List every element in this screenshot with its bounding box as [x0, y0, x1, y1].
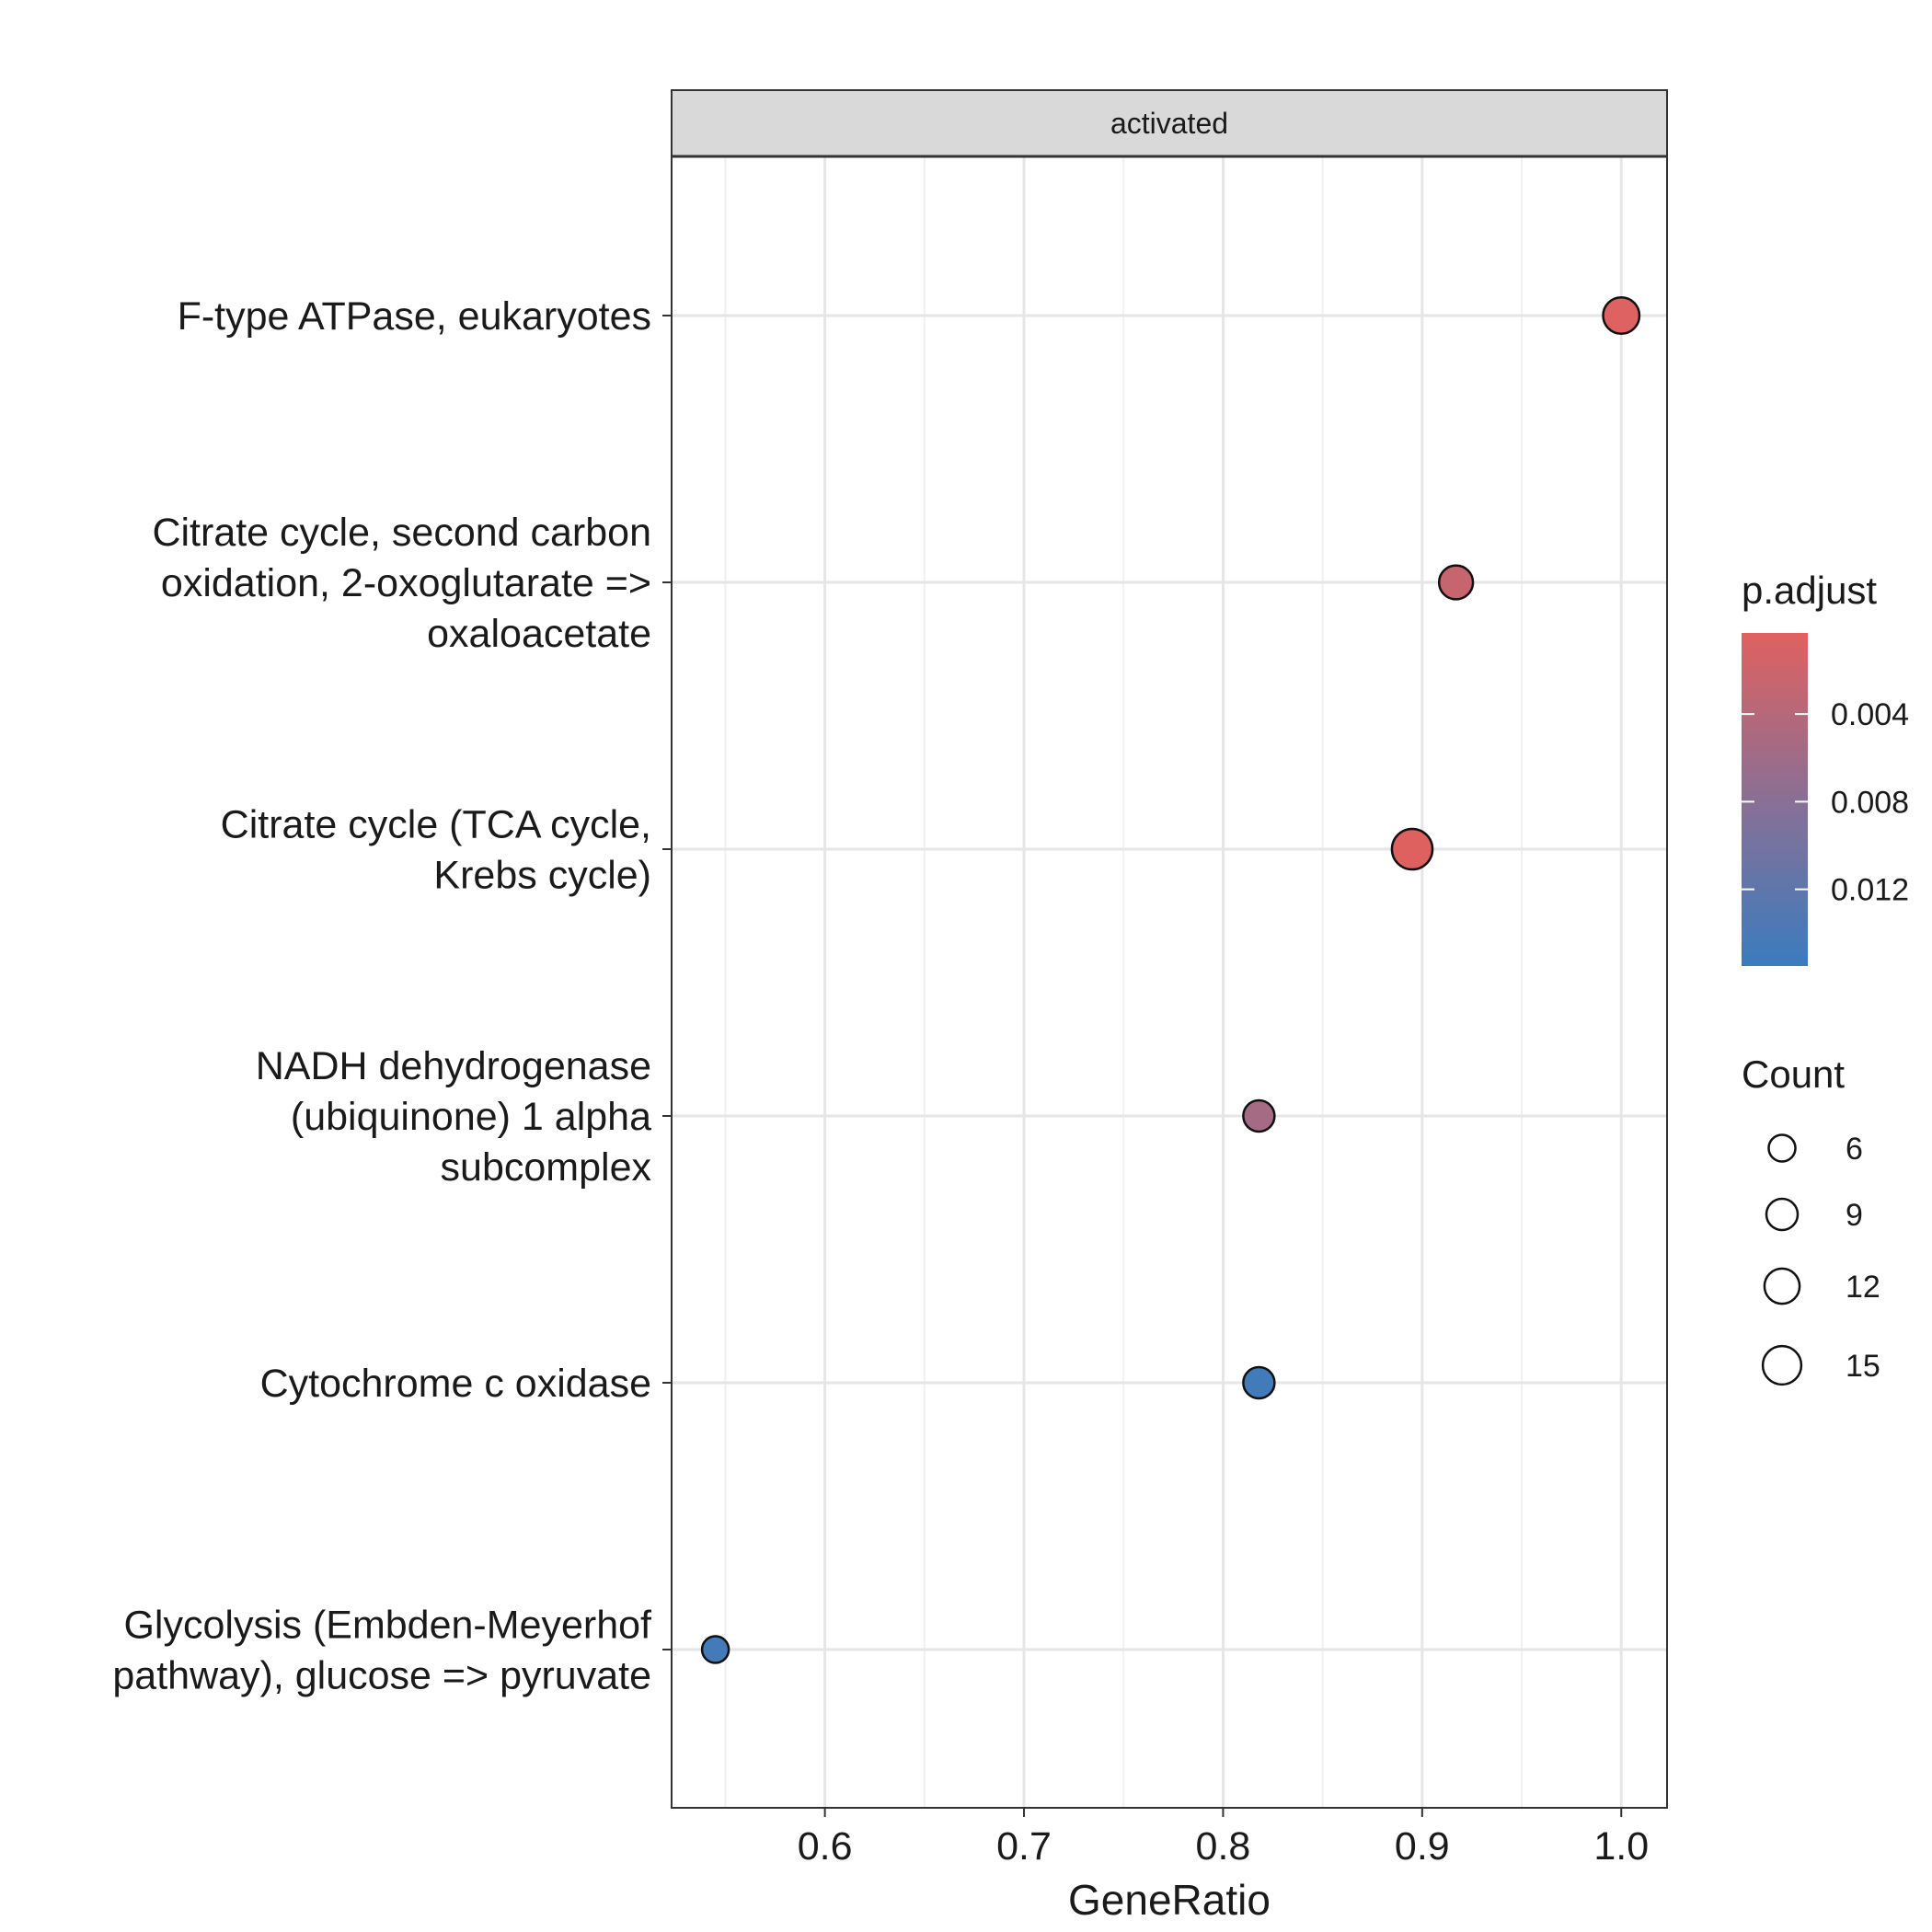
- data-point: [1602, 296, 1641, 335]
- size-legend-label: 6: [1846, 1132, 1863, 1167]
- x-tick-label: 0.6: [798, 1824, 853, 1869]
- y-tick-label: F-type ATPase, eukaryotes: [178, 294, 651, 339]
- facet-strip-label: activated: [1110, 107, 1228, 140]
- x-tick-label: 1.0: [1593, 1824, 1649, 1869]
- facet-strip: [671, 89, 1668, 157]
- x-axis-title: GeneRatio: [1068, 1876, 1271, 1924]
- x-tick-label: 0.9: [1395, 1824, 1450, 1869]
- data-point: [1242, 1098, 1276, 1133]
- data-point: [1242, 1365, 1276, 1400]
- y-tick-label: (ubiquinone) 1 alpha: [291, 1095, 651, 1139]
- y-tick-label: Cytochrome c oxidase: [260, 1362, 651, 1406]
- point-layer: [700, 296, 1641, 1664]
- size-legend-label: 12: [1846, 1270, 1880, 1305]
- y-tick-label: NADH dehydrogenase: [256, 1044, 651, 1088]
- y-tick-label: Glycolysis (Embden-Meyerhof: [123, 1604, 652, 1648]
- x-axis: 0.6 0.7 0.8 0.9 1.0: [798, 1808, 1649, 1869]
- color-legend-label: 0.008: [1831, 785, 1909, 820]
- size-legend-circle: [1767, 1133, 1797, 1163]
- y-tick-label: oxidation, 2-oxoglutarate =>: [161, 561, 651, 605]
- data-point: [1390, 827, 1434, 871]
- color-legend-label: 0.004: [1831, 697, 1909, 732]
- color-legend-label: 0.012: [1831, 873, 1909, 908]
- data-point: [700, 1635, 730, 1664]
- size-legend-label: 15: [1846, 1349, 1880, 1384]
- grid-layer: [672, 156, 1667, 1808]
- legends: p.adjust Count 0.004 0.008 0.012 6 9 12 15: [1742, 569, 1909, 1386]
- color-legend-bar: [1742, 633, 1808, 966]
- y-tick-label: Citrate cycle (TCA cycle,: [221, 803, 651, 847]
- color-legend-title: p.adjust: [1742, 569, 1877, 612]
- y-tick-label: oxaloacetate: [427, 612, 651, 656]
- y-axis: F-type ATPase, eukaryotes Citrate cycle, …: [112, 294, 672, 1698]
- y-tick-label: Krebs cycle): [433, 854, 651, 898]
- size-legend-circle: [1765, 1197, 1800, 1232]
- size-legend-label: 9: [1846, 1198, 1863, 1233]
- size-legend-circle: [1761, 1344, 1803, 1386]
- y-tick-label: Citrate cycle, second carbon: [152, 511, 651, 555]
- size-legend-title: Count: [1742, 1052, 1845, 1096]
- y-tick-label: pathway), glucose => pyruvate: [112, 1654, 651, 1698]
- y-tick-label: subcomplex: [441, 1145, 652, 1190]
- data-point: [1437, 564, 1475, 601]
- x-tick-label: 0.7: [996, 1824, 1052, 1869]
- size-legend-circle: [1763, 1267, 1801, 1305]
- x-tick-label: 0.8: [1196, 1824, 1251, 1869]
